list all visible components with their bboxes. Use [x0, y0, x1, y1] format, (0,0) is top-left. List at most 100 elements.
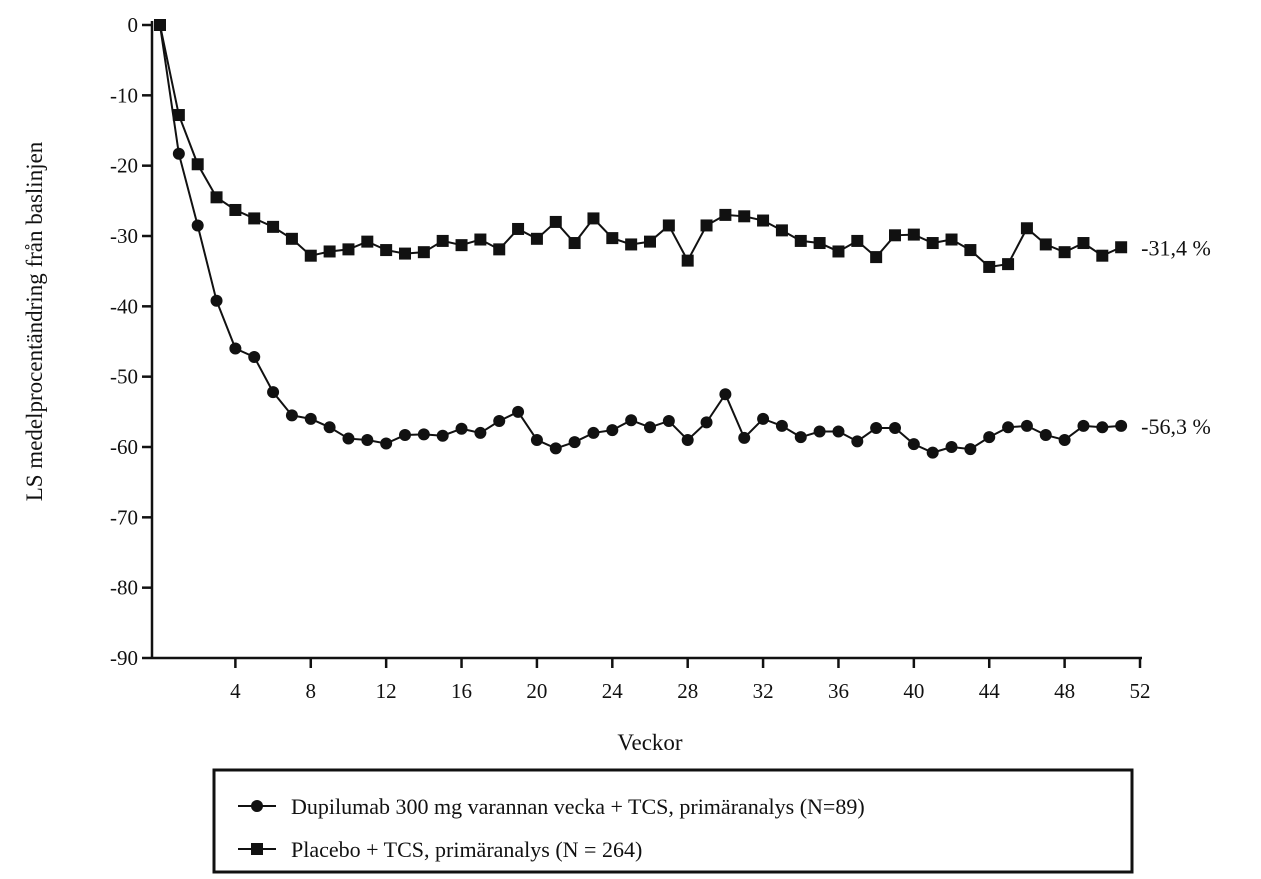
data-point [399, 429, 411, 442]
y-tick-label: -80 [110, 576, 138, 600]
data-point [700, 416, 713, 429]
data-point [568, 237, 581, 250]
data-point [1020, 222, 1033, 235]
data-point [530, 433, 543, 446]
x-tick-label: 44 [979, 679, 1001, 703]
y-tick-label: -90 [110, 646, 138, 670]
data-point [154, 19, 166, 31]
data-point [361, 433, 374, 446]
data-point [700, 219, 713, 232]
data-point [870, 251, 883, 264]
data-point [606, 232, 619, 245]
data-point [417, 246, 430, 259]
y-tick-label: 0 [128, 13, 139, 37]
data-point [1020, 419, 1033, 432]
data-point [1039, 238, 1052, 251]
series-dupilumab: -56,3 % [154, 19, 1211, 459]
series-layer: -56,3 % -31,4 % [154, 19, 1211, 459]
series-line [159, 24, 1122, 269]
axes: 0-10-20-30-40-50-60-70-80-904 8 12 16 20 24 28… [110, 13, 1151, 703]
data-point [436, 234, 449, 247]
y-tick-label: -70 [110, 505, 138, 529]
data-point [813, 425, 826, 438]
data-point [964, 244, 977, 257]
data-point [455, 422, 468, 435]
data-point [587, 212, 600, 225]
legend: Dupilumab 300 mg varannan vecka + TCS, p… [212, 768, 1134, 874]
data-point [1096, 249, 1109, 262]
data-point [606, 424, 619, 437]
data-point [719, 208, 732, 221]
data-point [738, 431, 751, 444]
data-point [587, 426, 600, 439]
data-point [794, 431, 807, 444]
data-point [964, 443, 977, 456]
data-point [681, 433, 694, 446]
data-point [285, 409, 298, 422]
data-point [229, 342, 242, 355]
data-point [813, 237, 826, 250]
data-point [907, 228, 920, 241]
data-point [493, 243, 506, 256]
data-point [945, 441, 958, 453]
data-point [644, 235, 656, 248]
data-point [210, 294, 223, 307]
legend-item: Placebo + TCS, primäranalys (N = 264) [238, 837, 642, 862]
x-tick-label: 40 [903, 679, 924, 703]
data-point [568, 436, 581, 449]
legend-label: Dupilumab 300 mg varannan vecka + TCS, p… [291, 794, 865, 819]
data-point [436, 429, 449, 442]
data-point [191, 219, 204, 232]
data-point [342, 243, 355, 256]
data-point [1002, 421, 1015, 434]
legend-marker-square [251, 843, 263, 855]
series-line [159, 24, 1122, 454]
data-point [832, 425, 845, 438]
data-point [983, 431, 996, 444]
data-point [926, 237, 939, 250]
data-point [512, 405, 525, 418]
x-tick-label: 48 [1054, 679, 1075, 703]
data-point [870, 422, 883, 435]
data-point [851, 234, 864, 247]
x-axis-title: Veckor [617, 730, 682, 755]
series-placebo: -31,4 % [154, 19, 1211, 273]
data-point [191, 158, 204, 171]
data-point [530, 232, 543, 245]
data-point [719, 388, 732, 401]
data-point [342, 432, 355, 445]
legend-marker-circle [251, 800, 263, 812]
data-point [512, 222, 525, 235]
data-point [625, 238, 638, 251]
data-point [889, 229, 901, 242]
data-point [380, 244, 393, 257]
x-tick-label: 24 [602, 679, 624, 703]
data-point [210, 191, 223, 204]
data-point [794, 234, 807, 247]
data-point [1058, 433, 1071, 446]
data-point [757, 214, 770, 227]
y-tick-label: -40 [110, 294, 138, 318]
data-point [549, 442, 562, 455]
data-point [945, 233, 958, 246]
data-point [455, 239, 468, 252]
data-point [1039, 429, 1052, 442]
data-point [172, 109, 185, 122]
data-point [851, 435, 864, 448]
data-point [757, 412, 770, 425]
data-point [549, 215, 562, 228]
data-point [493, 414, 506, 427]
data-point [662, 414, 675, 427]
y-tick-label: -50 [110, 365, 138, 389]
series-end-label: -31,4 % [1141, 235, 1211, 260]
x-tick-label: 4 [230, 679, 241, 703]
x-tick-label: 52 [1130, 679, 1151, 703]
legend-box [212, 768, 1134, 874]
y-tick-label: -20 [110, 154, 138, 178]
x-tick-label: 20 [526, 679, 547, 703]
data-point [474, 426, 487, 439]
data-point [267, 220, 280, 233]
data-point [1115, 419, 1128, 432]
data-point [229, 203, 242, 216]
data-point [775, 224, 788, 237]
